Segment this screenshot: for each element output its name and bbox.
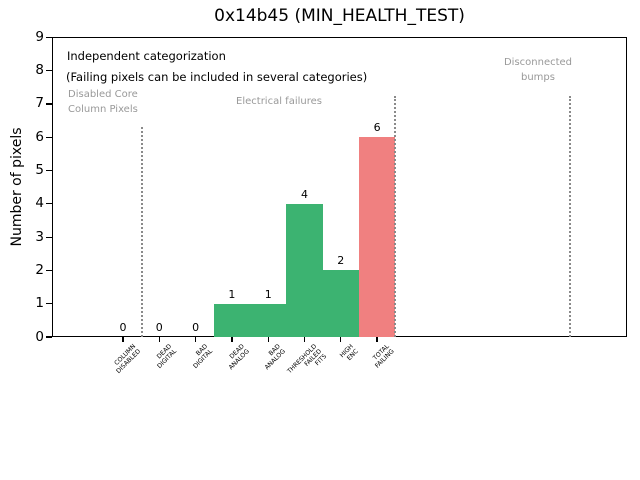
bar-value-label-2: 0 [192,321,200,334]
bar-value-label-7: 6 [373,121,381,135]
y-tick-label-5: 5 [35,162,44,178]
bar-value-label-3: 1 [228,287,236,301]
y-tick-label-2: 2 [35,261,44,278]
y-tick-label-3: 3 [35,228,44,245]
bar-value-label-6: 2 [337,254,345,268]
x-tick-label-text-1: DEAD DIGITAL [155,343,179,371]
separator-line-1 [141,127,143,337]
x-tick-0 [122,337,124,342]
separator-line-2 [393,96,396,337]
bar-value-label-0: 0 [119,321,127,334]
bar-5 [286,203,323,337]
x-tick-3 [231,337,233,342]
x-tick-7 [376,337,378,342]
note-independent-categorization: Independent categorization [67,49,226,63]
x-tick-5 [303,337,306,342]
bar-6 [322,270,359,337]
bar-value-label-5: 4 [301,187,308,201]
y-tick-1 [46,303,52,305]
x-tick-2 [194,337,197,342]
y-tick-8 [46,70,52,72]
y-tick-label-4: 4 [35,195,44,212]
y-tick-3 [46,236,52,238]
y-tick-2 [46,269,52,272]
y-tick-5 [46,169,52,172]
y-tick-0 [46,336,52,338]
x-tick-label-text-6: HIGH ENC [338,343,360,362]
y-tick-7 [46,103,52,105]
chart-title: 0x14b45 (MIN_HEALTH_TEST) [214,6,465,26]
y-tick-label-6: 6 [35,128,44,145]
x-tick-label-text-2: BAD DIGITAL [192,343,215,371]
x-tick-label-text-7: TOTAL FAILING [372,343,396,370]
plot-area: 0 1 2 3 4 5 6 7 8 9 0 COLUMN DISABLED 0 DEAD DIGITAL 0… [35,29,627,375]
x-tick-1 [158,337,160,342]
y-axis-label: Number of pixels [9,127,25,247]
bar-3 [213,303,251,337]
y-tick-label-1: 1 [35,295,44,312]
bar-value-label-1: 0 [155,321,163,334]
note-failing-pixels: (Failing pixels can be included in sever… [66,70,368,84]
x-tick-label-text-3: DEAD ANALOG [227,343,251,372]
y-tick-label-0: 0 [35,328,44,345]
y-tick-label-8: 8 [35,62,44,79]
section-label-disconnected-bumps: Disconnected bumps [503,57,573,83]
y-tick-label-9: 9 [35,28,44,45]
x-tick-6 [340,337,342,342]
section-label-disabled-core: Disabled Core Column Pixels [68,89,138,115]
x-tick-label-text-0: COLUMN DISABLED [113,343,142,375]
x-tick-label-text-5: THRESHOLD FAILED FITS [286,343,329,376]
bar-4 [250,303,287,337]
y-tick-6 [46,136,52,138]
y-tick-9 [46,36,52,38]
bar-7 [358,137,396,337]
x-tick-label-text-4: BAD ANALOG [263,343,288,372]
separator-line-3 [569,96,571,337]
section-label-electrical-failures: Electrical failures [236,96,322,107]
y-tick-4 [46,203,52,205]
y-tick-label-7: 7 [35,95,44,112]
bar-value-label-4: 1 [264,287,272,301]
x-tick-4 [267,337,269,342]
